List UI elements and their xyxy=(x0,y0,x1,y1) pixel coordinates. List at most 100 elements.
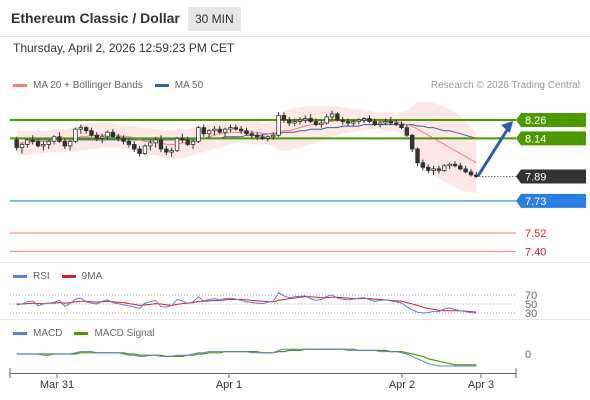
rsi-level-label-50: 50 xyxy=(525,299,537,311)
candle xyxy=(233,124,239,131)
candle xyxy=(137,145,142,157)
candle-body xyxy=(169,150,174,153)
macd-legend: MACD MACD Signal xyxy=(13,328,154,339)
candle-body xyxy=(46,140,51,145)
ma50-legend-label: MA 50 xyxy=(174,80,204,91)
candle xyxy=(415,147,420,166)
candle xyxy=(99,133,105,143)
candle xyxy=(169,147,174,157)
candle xyxy=(399,121,404,130)
candle xyxy=(142,144,148,156)
candle-body xyxy=(164,148,169,153)
candle xyxy=(319,120,324,128)
x-tick-label: Apr 2 xyxy=(389,379,415,391)
candle xyxy=(67,139,73,151)
candle-body xyxy=(222,128,228,133)
candle xyxy=(83,126,89,134)
candle-body xyxy=(233,127,239,130)
header-divider xyxy=(0,36,590,37)
candle xyxy=(78,124,84,134)
candle-body xyxy=(436,168,442,171)
candle-body xyxy=(377,122,383,125)
candle-body xyxy=(447,163,452,167)
candle xyxy=(426,164,431,174)
candle xyxy=(41,141,46,151)
candle xyxy=(126,138,132,148)
candle xyxy=(287,116,292,127)
candle xyxy=(420,159,426,171)
candle xyxy=(51,135,57,145)
candle-body xyxy=(383,121,388,124)
timeframe-button[interactable]: 30 MIN xyxy=(188,7,241,31)
candle xyxy=(303,115,308,124)
candle-body xyxy=(73,128,78,142)
candle-body xyxy=(99,136,105,139)
candle-body xyxy=(148,142,153,147)
candle-body xyxy=(426,166,431,171)
candle xyxy=(335,112,340,122)
rsi-ma-legend-label: 9MA xyxy=(81,271,103,282)
candle-body xyxy=(313,121,319,125)
candle xyxy=(468,168,474,177)
candle-body xyxy=(78,127,84,130)
candle xyxy=(324,113,329,125)
price-label-box-8-26 xyxy=(516,113,586,127)
candle-body xyxy=(324,116,329,124)
candle-body xyxy=(249,133,255,136)
candle xyxy=(212,126,217,136)
candle xyxy=(217,126,222,134)
candle-body xyxy=(367,118,372,122)
candle xyxy=(452,161,458,168)
candle-body xyxy=(329,113,335,118)
candle-body xyxy=(271,134,276,138)
candle-body xyxy=(153,139,158,144)
candle-body xyxy=(137,148,142,154)
candle xyxy=(297,116,303,125)
candle-body xyxy=(409,134,415,150)
candle-body xyxy=(292,121,297,124)
candle-body xyxy=(121,137,126,142)
price-label-8-26: 8.26 xyxy=(525,115,546,127)
candle-body xyxy=(14,139,19,148)
rsi-swatch xyxy=(13,275,27,278)
x-tick-label: Apr 3 xyxy=(468,379,494,391)
candle-body xyxy=(393,122,399,125)
price-label-box-8-14 xyxy=(516,131,586,146)
candle xyxy=(196,126,201,143)
candle-body xyxy=(217,128,222,133)
candle xyxy=(105,130,110,140)
price-label-7-89: 7.89 xyxy=(525,172,546,184)
candle-body xyxy=(372,121,377,125)
candle-body xyxy=(303,118,308,121)
candle-body xyxy=(19,144,25,148)
candle xyxy=(377,121,383,128)
bollinger-band-area xyxy=(16,101,477,194)
candle xyxy=(201,124,206,137)
price-label-box-7-89 xyxy=(516,169,586,184)
candle xyxy=(442,164,447,172)
candle xyxy=(25,138,30,148)
candle-body xyxy=(388,121,394,124)
candle xyxy=(35,138,41,148)
candle xyxy=(206,129,212,139)
candle xyxy=(57,132,62,143)
rsi-line xyxy=(16,292,477,314)
candle-body xyxy=(110,131,116,138)
candle xyxy=(19,142,25,154)
candle xyxy=(409,133,415,153)
candle-body xyxy=(142,145,148,154)
forecast-arrow-shaft xyxy=(477,126,511,177)
candle-body xyxy=(319,122,324,125)
candle xyxy=(185,136,190,146)
candle-body xyxy=(431,168,436,171)
candle-body xyxy=(254,134,260,138)
candle-body xyxy=(345,121,351,124)
candle-body xyxy=(126,140,132,145)
candle-body xyxy=(442,165,447,171)
candle-body xyxy=(35,140,41,147)
candle xyxy=(14,136,19,151)
candle-body xyxy=(238,128,244,132)
rsi-legend: RSI 9MA xyxy=(13,271,102,282)
candle-body xyxy=(41,144,46,147)
